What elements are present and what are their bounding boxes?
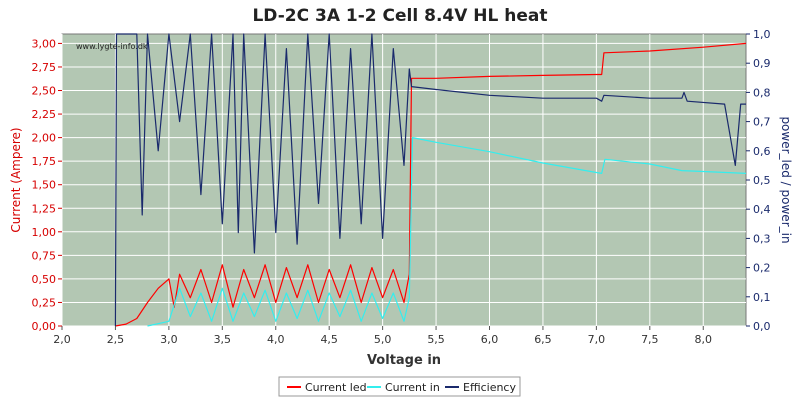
x-axis-label: Voltage in: [367, 353, 441, 368]
series-layer: [114, 33, 747, 327]
y-left-tick-label: 2,50: [32, 85, 57, 98]
plot-background: [61, 33, 747, 327]
y-right-tick-label: 1,0: [753, 28, 771, 41]
x-tick-label: 6,0: [481, 333, 499, 346]
y-right-tick-label: 0,6: [753, 145, 771, 158]
x-tick-label: 7,0: [588, 333, 606, 346]
x-tick-label: 2,0: [53, 333, 71, 346]
y-left-tick-label: 0,50: [32, 273, 57, 286]
y-left-axis-ticks: 0,00 0,25 0,50 0,75 1,00 1,25 1,50 1,75 2,00 2,25…: [32, 37, 62, 333]
grid-lines: [61, 34, 746, 327]
y-right-tick-label: 0,4: [753, 203, 771, 216]
watermark-text: www.lygte-info.dk: [76, 42, 148, 51]
x-tick-label: 5,0: [374, 333, 392, 346]
y-left-tick-label: 2,25: [32, 108, 57, 121]
y-right-tick-label: 0,0: [753, 320, 771, 333]
y-right-tick-label: 0,8: [753, 86, 771, 99]
y-right-axis-label: power_led / power_in: [779, 116, 793, 243]
legend-current-led-label: Current led: [305, 381, 367, 394]
series-current-in: [147, 137, 747, 327]
chart-title: LD-2C 3A 1-2 Cell 8.4V HL heat: [252, 6, 547, 26]
legend-box: [278, 376, 521, 397]
x-tick-label: 5,5: [427, 333, 445, 346]
y-left-tick-label: 1,00: [32, 226, 57, 239]
y-left-tick-label: 1,75: [32, 155, 57, 168]
y-right-tick-label: 0,3: [753, 232, 771, 245]
y-right-tick-label: 0,1: [753, 291, 771, 304]
y-left-tick-label: 0,00: [32, 320, 57, 333]
x-tick-label: 4,0: [267, 333, 285, 346]
series-efficiency: [114, 33, 746, 327]
x-tick-label: 3,5: [214, 333, 232, 346]
x-tick-label: 8,0: [695, 333, 713, 346]
y-left-tick-label: 1,50: [32, 179, 57, 192]
legend-current-in-label: Current in: [385, 381, 440, 394]
y-left-axis-label: Current (Ampere): [9, 127, 23, 232]
plot-area: [61, 33, 747, 327]
series-current-led: [115, 42, 747, 327]
legend-efficiency-label: Efficiency: [463, 381, 516, 394]
y-left-tick-label: 1,25: [32, 202, 57, 215]
x-tick-label: 2,5: [107, 333, 125, 346]
x-tick-label: 4,5: [320, 333, 338, 346]
y-right-tick-label: 0,5: [753, 174, 771, 187]
y-left-tick-label: 2,00: [32, 132, 57, 145]
x-tick-label: 3,0: [160, 333, 178, 346]
y-right-tick-label: 0,7: [753, 116, 771, 129]
y-left-tick-label: 2,75: [32, 61, 57, 74]
y-right-tick-label: 0,2: [753, 262, 771, 275]
y-left-tick-label: 3,00: [32, 37, 57, 50]
y-left-tick-label: 0,75: [32, 249, 57, 262]
x-axis-ticks: 2,0 2,5 3,0 3,5 4,0 4,5 5,0 5,5 6,0 6,5 7,0 7,5 8,0: [53, 326, 712, 346]
y-right-tick-label: 0,9: [753, 57, 771, 70]
y-left-tick-label: 0,25: [32, 296, 57, 309]
y-right-axis-ticks: 0,0 0,1 0,2 0,3 0,4 0,5 0,6 0,7 0,8 0,9 1,0: [746, 28, 771, 333]
legend: Current led Current in Efficiency: [278, 376, 521, 397]
x-tick-label: 7,5: [641, 333, 659, 346]
x-tick-label: 6,5: [534, 333, 552, 346]
